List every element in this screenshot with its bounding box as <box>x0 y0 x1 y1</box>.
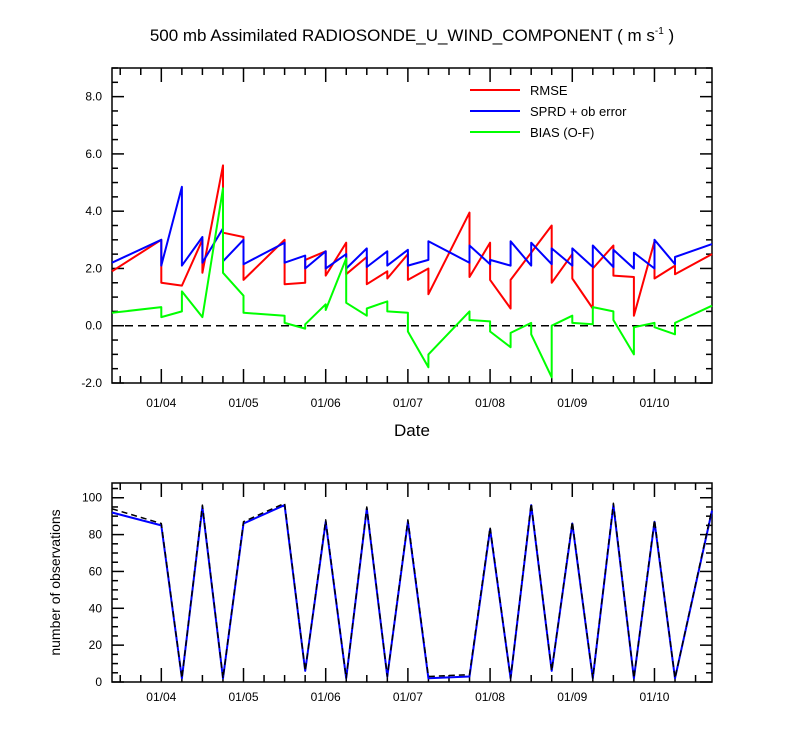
y-tick-label: 100 <box>82 491 102 505</box>
y-tick-label: 0 <box>95 675 102 689</box>
x-tick-label: 01/10 <box>639 690 669 704</box>
x-tick-label: 01/08 <box>475 396 505 410</box>
x-tick-label: 01/09 <box>557 396 587 410</box>
figure-title: 500 mb Assimilated RADIOSONDE_U_WIND_COM… <box>150 26 674 45</box>
y-tick-label: 4.0 <box>85 204 102 218</box>
series-line-observations-solid <box>111 504 713 680</box>
x-tick-label: 01/09 <box>557 690 587 704</box>
legend-label: RMSE <box>530 83 568 98</box>
series-line-sprd-ob-error <box>111 185 713 270</box>
y-tick-label: 8.0 <box>85 90 102 104</box>
x-tick-label: 01/04 <box>146 690 176 704</box>
x-tick-label: 01/06 <box>311 690 341 704</box>
x-tick-label: 01/07 <box>393 690 423 704</box>
series-line-bias-o-f <box>111 187 713 379</box>
x-tick-label: 01/08 <box>475 690 505 704</box>
y-tick-label: 40 <box>89 601 103 615</box>
x-axis-title: Date <box>394 421 430 440</box>
figure-title-prefix: 500 mb Assimilated RADIOSONDE_U_WIND_COM… <box>150 26 655 45</box>
x-tick-label: 01/05 <box>228 396 258 410</box>
legend-label: BIAS (O-F) <box>530 125 594 140</box>
x-tick-label: 01/10 <box>639 396 669 410</box>
y-tick-label: 60 <box>89 564 103 578</box>
plot-frame <box>111 482 713 683</box>
x-tick-label: 01/04 <box>146 396 176 410</box>
x-tick-label: 01/05 <box>228 690 258 704</box>
legend-label: SPRD + ob error <box>530 104 627 119</box>
y-axis-title: number of observations <box>47 509 63 655</box>
figure-title-superscript: -1 <box>655 26 664 37</box>
x-tick-label: 01/07 <box>393 396 423 410</box>
y-tick-label: 20 <box>89 638 103 652</box>
top-panel: 01/04 01/05 01/06 01/07 01/08 01/09 01/10 -2.0 0… <box>81 67 713 440</box>
y-tick-label: 0.0 <box>85 319 102 333</box>
bottom-panel: 01/04 01/05 01/06 01/07 01/08 01/09 01/10 0 20 40… <box>47 482 713 704</box>
y-tick-label: 2.0 <box>85 261 102 275</box>
x-tick-label: 01/06 <box>311 396 341 410</box>
y-tick-label: 6.0 <box>85 147 102 161</box>
series-line-observations-dashed <box>111 502 713 680</box>
y-tick-label: 80 <box>89 528 103 542</box>
figure-title-suffix: ) <box>664 26 674 45</box>
y-tick-label: -2.0 <box>81 376 102 390</box>
